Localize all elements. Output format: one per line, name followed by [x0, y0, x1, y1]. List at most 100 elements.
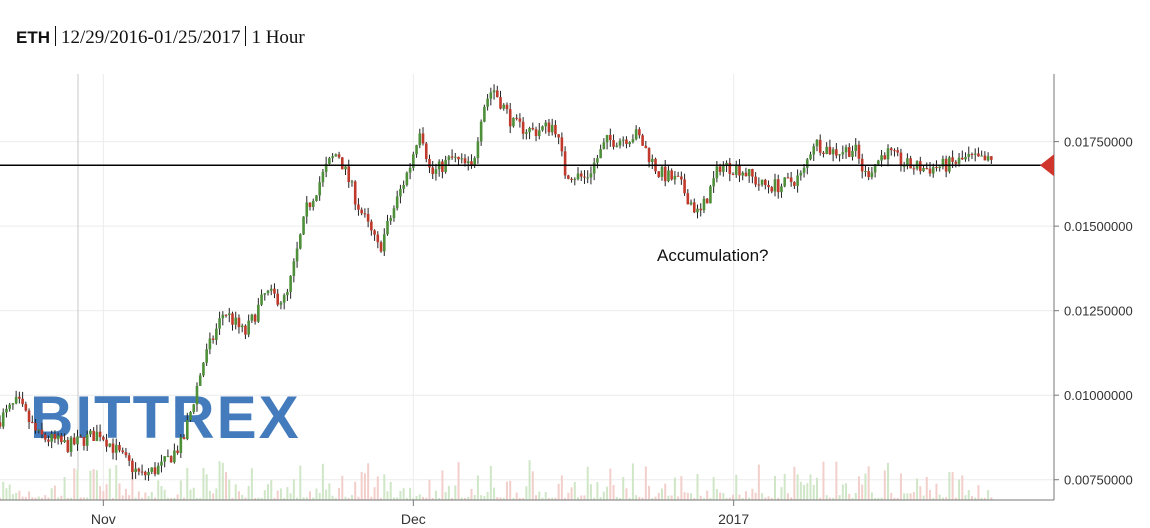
- volume-bar: [392, 497, 395, 500]
- volume-bar: [402, 488, 405, 500]
- candle-body: [483, 106, 486, 122]
- volume-bar: [112, 497, 115, 500]
- candle-body: [379, 242, 383, 252]
- candle-body: [883, 155, 887, 160]
- candle-body: [954, 161, 958, 164]
- candle-body: [169, 456, 173, 463]
- volume-bar: [906, 493, 909, 500]
- volume-bar: [719, 492, 722, 500]
- volume-bar: [150, 491, 153, 500]
- candle-body: [702, 198, 706, 211]
- volume-bar: [883, 470, 886, 500]
- candle-body: [363, 213, 367, 215]
- volume-bar: [480, 495, 483, 500]
- volume-bar: [334, 497, 337, 500]
- volume-bar: [951, 471, 954, 500]
- volume-bar: [286, 487, 289, 500]
- candle-body: [899, 152, 903, 166]
- volume-bar: [212, 493, 215, 500]
- candle-body: [499, 97, 502, 109]
- volume-bar: [987, 490, 990, 500]
- volume-bar: [228, 479, 231, 500]
- volume-bar: [157, 480, 160, 500]
- candle-body: [521, 121, 525, 134]
- volume-bar: [18, 490, 21, 500]
- candle-body: [505, 104, 509, 110]
- volume-bar: [518, 497, 521, 500]
- volume-bar: [409, 487, 412, 500]
- candle-body: [722, 165, 725, 172]
- candle-body: [912, 168, 916, 170]
- volume-bar: [380, 497, 383, 500]
- volume-bar: [673, 477, 676, 500]
- candle-body: [780, 186, 783, 193]
- volume-bar: [535, 495, 538, 500]
- candle-body: [131, 460, 134, 473]
- volume-bar: [321, 463, 324, 500]
- candle-body: [192, 404, 196, 412]
- candle-body: [822, 152, 825, 154]
- candle-body: [454, 156, 457, 158]
- candle-body: [596, 158, 599, 163]
- volume-bar: [809, 474, 812, 500]
- candle-body: [208, 338, 212, 350]
- candle-body: [776, 179, 780, 193]
- volume-bar: [367, 463, 370, 500]
- volume-bar: [99, 486, 102, 500]
- candle-body: [56, 435, 60, 440]
- candle-body: [770, 187, 774, 192]
- volume-bar: [851, 497, 854, 500]
- candle-body: [250, 314, 254, 321]
- candle-body: [215, 328, 218, 340]
- candle-body: [79, 436, 83, 438]
- candle-body: [421, 133, 425, 144]
- volume-bar: [467, 496, 470, 500]
- candle-body: [764, 179, 767, 185]
- volume-bar: [289, 493, 292, 500]
- candle-body: [986, 156, 990, 161]
- candle-body: [570, 178, 573, 180]
- candle-body: [43, 434, 47, 440]
- volume-bar: [325, 489, 328, 500]
- candle-body: [269, 288, 273, 291]
- volume-bar: [31, 497, 34, 500]
- volume-bar: [815, 477, 818, 500]
- volume-bar: [954, 497, 957, 500]
- candle-body: [295, 248, 299, 262]
- grid-lines: [0, 74, 1054, 500]
- volume-bar: [105, 484, 108, 500]
- volume-bar: [509, 480, 512, 500]
- y-tick-label: 0.01250000: [1064, 304, 1133, 319]
- volume-bar: [609, 468, 612, 500]
- candle-body: [663, 166, 667, 182]
- candle-body: [34, 422, 37, 431]
- candle-body: [508, 109, 512, 127]
- candle-body: [147, 471, 150, 476]
- volume-bar: [86, 497, 89, 500]
- candle-body: [941, 158, 945, 167]
- volume-bar: [554, 497, 557, 500]
- candle-body: [72, 437, 76, 445]
- volume-bar: [835, 461, 838, 500]
- volume-bar: [386, 491, 389, 500]
- volume-bar: [706, 490, 709, 500]
- y-tick-label: 0.01750000: [1064, 135, 1133, 150]
- candle-body: [89, 430, 92, 435]
- candle-body: [990, 156, 993, 160]
- candle-body: [960, 157, 964, 160]
- candle-body: [928, 168, 932, 174]
- candle-body: [227, 313, 231, 316]
- candle-body: [53, 434, 57, 440]
- candle-body: [95, 431, 99, 442]
- volume-bar: [619, 497, 621, 500]
- volume-bar: [651, 497, 654, 500]
- volume-bar: [567, 492, 570, 500]
- candle-body: [831, 149, 835, 155]
- candle-body: [85, 434, 89, 446]
- candle-body: [231, 313, 234, 325]
- candle-body: [877, 160, 880, 165]
- volume-bar: [599, 497, 602, 500]
- volume-bar: [457, 462, 460, 500]
- volume-bar: [528, 460, 531, 500]
